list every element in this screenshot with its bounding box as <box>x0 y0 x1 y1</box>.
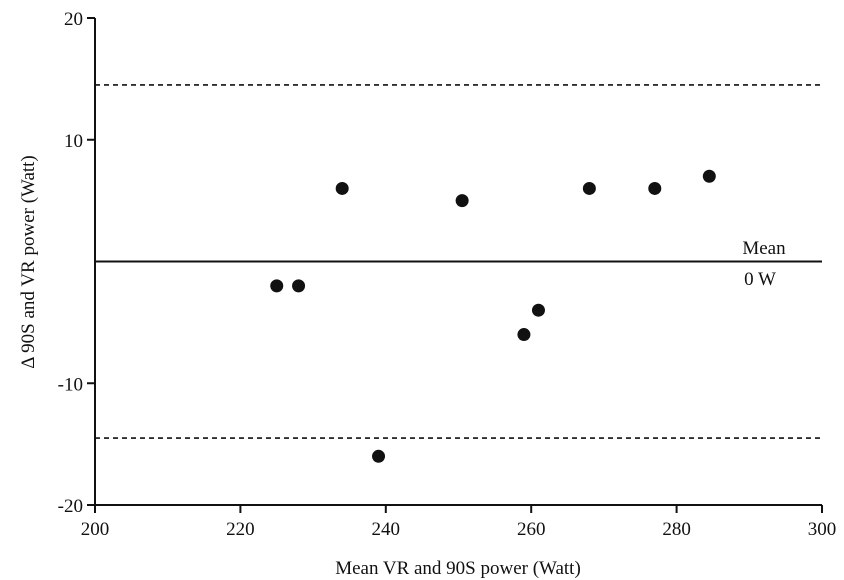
x-tick-label: 200 <box>81 519 110 540</box>
y-tick-label: 20 <box>64 9 83 30</box>
x-tick-label: 220 <box>226 519 255 540</box>
data-point <box>372 449 386 463</box>
mean-line-value: 0 W <box>744 269 776 290</box>
data-point <box>270 279 284 293</box>
data-point <box>582 181 596 195</box>
x-tick-label: 260 <box>517 519 546 540</box>
data-point <box>292 279 306 293</box>
x-axis-ticks: 200 220 240 260 280 300 <box>81 505 837 540</box>
y-axis-title: Δ 90S and VR power (Watt) <box>18 155 39 369</box>
mean-line-label: Mean <box>742 238 786 259</box>
y-tick-label: -20 <box>58 496 83 517</box>
data-points <box>270 169 716 463</box>
data-point <box>702 169 716 183</box>
y-tick-label: -10 <box>58 374 83 395</box>
axes <box>94 18 822 506</box>
x-tick-label: 280 <box>662 519 691 540</box>
x-tick-label: 300 <box>808 519 837 540</box>
data-point <box>648 181 662 195</box>
reference-lines <box>95 84 822 439</box>
data-point <box>531 303 545 317</box>
y-axis-ticks: -20 -10 10 20 <box>58 9 95 517</box>
x-tick-label: 240 <box>372 519 401 540</box>
data-point <box>517 328 531 342</box>
data-point <box>455 194 469 208</box>
data-point <box>335 181 349 195</box>
y-tick-label: 10 <box>64 131 83 152</box>
x-axis-title: Mean VR and 90S power (Watt) <box>335 558 581 579</box>
